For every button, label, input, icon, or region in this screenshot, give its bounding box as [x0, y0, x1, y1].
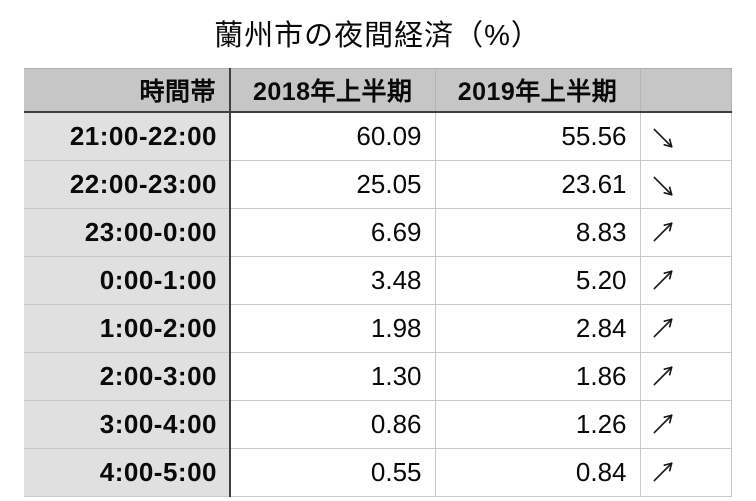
table-body: 21:00-22:00 60.09 55.56 22:00-23:00 25.05 23.…: [24, 112, 732, 497]
time-slot-cell: 2:00-3:00: [24, 352, 231, 401]
value-cell-2018: 1.98: [230, 304, 436, 353]
table-row: 1:00-2:00 1.98 2.84: [24, 304, 732, 353]
value-cell-2019: 2.84: [435, 304, 641, 353]
table-row: 2:00-3:00 1.30 1.86: [24, 352, 732, 401]
value-cell-2018: 1.30: [230, 352, 436, 401]
trend-down-icon: [653, 176, 672, 196]
trend-cell: [640, 256, 732, 305]
value-cell-2019: 5.20: [435, 256, 641, 305]
value-cell-2018: 25.05: [230, 160, 436, 209]
value-cell-2018: 0.86: [230, 400, 436, 449]
trend-cell: [640, 448, 732, 497]
table-row: 4:00-5:00 0.55 0.84: [24, 448, 732, 497]
time-slot-cell: 3:00-4:00: [24, 400, 231, 449]
value-cell-2018: 6.69: [230, 208, 436, 257]
column-header-trend: [640, 68, 732, 113]
value-cell-2019: 23.61: [435, 160, 641, 209]
value-cell-2019: 0.84: [435, 448, 641, 497]
trend-down-icon: [653, 128, 672, 148]
trend-up-icon: [653, 269, 672, 289]
column-header-time: 時間帯: [24, 68, 231, 113]
trend-up-icon: [653, 317, 672, 337]
column-header-2018: 2018年上半期: [230, 68, 436, 113]
value-cell-2018: 60.09: [230, 112, 436, 161]
time-slot-cell: 0:00-1:00: [24, 256, 231, 305]
table-row: 0:00-1:00 3.48 5.20: [24, 256, 732, 305]
page-title: 蘭州市の夜間経済（%）: [214, 20, 541, 52]
trend-up-icon: [653, 461, 672, 481]
trend-up-icon: [653, 221, 672, 241]
time-slot-cell: 22:00-23:00: [24, 160, 231, 209]
trend-cell: [640, 352, 732, 401]
table-header: 時間帯 2018年上半期 2019年上半期: [24, 68, 732, 113]
table-row: 21:00-22:00 60.09 55.56: [24, 112, 732, 161]
trend-up-icon: [653, 413, 672, 433]
value-cell-2018: 0.55: [230, 448, 436, 497]
value-cell-2019: 1.86: [435, 352, 641, 401]
trend-cell: [640, 160, 732, 209]
time-slot-cell: 4:00-5:00: [24, 448, 231, 497]
time-slot-cell: 21:00-22:00: [24, 112, 231, 161]
table-row: 3:00-4:00 0.86 1.26: [24, 400, 732, 449]
table-row: 22:00-23:00 25.05 23.61: [24, 160, 732, 209]
value-cell-2019: 1.26: [435, 400, 641, 449]
time-slot-cell: 1:00-2:00: [24, 304, 231, 353]
column-header-2019: 2019年上半期: [435, 68, 641, 113]
value-cell-2019: 8.83: [435, 208, 641, 257]
trend-cell: [640, 112, 732, 161]
value-cell-2018: 3.48: [230, 256, 436, 305]
night-economy-table: 時間帯 2018年上半期 2019年上半期 21:00-22:00 60.09 55…: [24, 68, 732, 497]
header-row: 時間帯 2018年上半期 2019年上半期: [24, 68, 732, 113]
trend-cell: [640, 400, 732, 449]
table-row: 23:00-0:00 6.69 8.83: [24, 208, 732, 257]
trend-cell: [640, 208, 732, 257]
trend-cell: [640, 304, 732, 353]
value-cell-2019: 55.56: [435, 112, 641, 161]
trend-up-icon: [653, 365, 672, 385]
time-slot-cell: 23:00-0:00: [24, 208, 231, 257]
